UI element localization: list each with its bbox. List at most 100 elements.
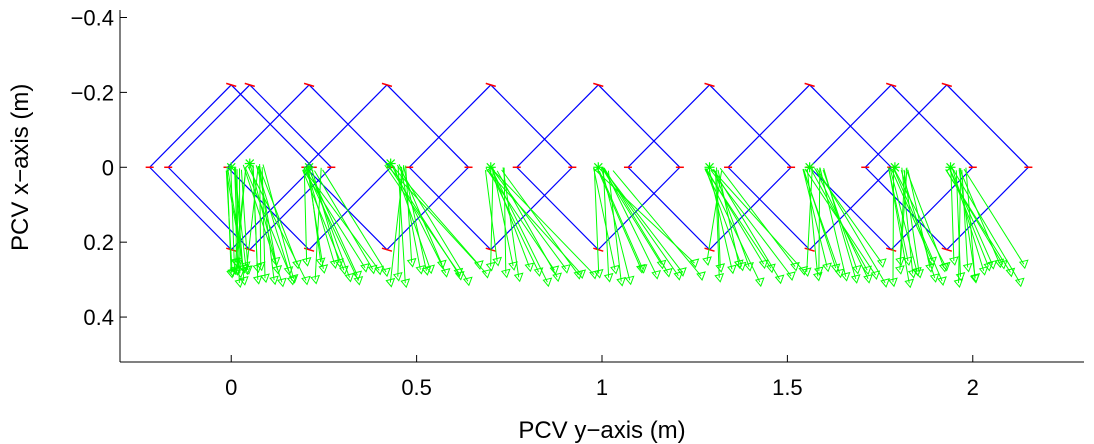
corner-marker: [485, 82, 496, 88]
trajectory-end-marker: [689, 258, 700, 269]
trajectory-line: [303, 167, 308, 262]
trajectory-end-marker: [904, 278, 915, 289]
trajectory-line: [501, 169, 579, 276]
trajectory-line: [255, 165, 293, 281]
trajectory-line: [952, 168, 1021, 283]
asterisk-stroke: [946, 162, 955, 172]
corner-marker: [381, 82, 393, 88]
trajectory-line: [894, 170, 947, 267]
asterisk-stroke: [245, 159, 255, 168]
asterisk-stroke: [805, 162, 815, 172]
x-axis-label: PCV y−axis (m): [518, 417, 685, 444]
trajectory-line: [302, 169, 345, 271]
trajectory-end-marker: [948, 256, 959, 266]
trajectory-start-marker: [485, 162, 496, 173]
trajectory-end-marker: [714, 273, 725, 283]
trajectory-end-marker: [834, 268, 845, 279]
trajectory-end-marker: [851, 264, 862, 275]
trajectory-line: [601, 168, 663, 265]
trajectory-end-marker: [888, 277, 898, 288]
trajectory-end-marker: [651, 269, 662, 280]
trajectory-line: [385, 163, 487, 275]
trajectory-line: [593, 167, 616, 270]
trajectory-end-marker: [1005, 267, 1016, 278]
trajectory-line: [951, 167, 985, 271]
trajectory-line: [949, 168, 993, 265]
trajectory-end-marker: [894, 265, 905, 275]
trajectory-end-marker: [286, 275, 297, 286]
corner-marker: [885, 247, 897, 252]
trajectory-end-marker: [252, 275, 263, 285]
trajectory-line: [889, 169, 918, 272]
trajectory-line: [484, 169, 498, 262]
trajectory-end-marker: [301, 257, 312, 267]
trajectory-end-marker: [492, 256, 502, 267]
trajectory-end-marker: [603, 272, 614, 283]
trajectory-line: [704, 168, 772, 269]
trajectory-end-marker: [381, 267, 391, 278]
trajectory-end-marker: [474, 260, 484, 270]
trajectory-line: [225, 170, 244, 269]
y-tick-label: −0.2: [71, 80, 114, 105]
trajectory-end-marker: [241, 265, 252, 276]
trajectory-end-marker: [812, 271, 823, 282]
trajectory-end-marker: [269, 275, 279, 286]
trajectory-end-marker: [903, 256, 913, 267]
trajectory-end-marker: [798, 265, 809, 276]
x-tick-label: 1: [596, 375, 608, 400]
corner-marker: [593, 247, 604, 252]
trajectory-end-marker: [235, 268, 245, 279]
corner-marker: [303, 82, 315, 88]
trajectory-line: [391, 164, 480, 266]
trajectory-line: [819, 167, 847, 277]
trajectory-line: [607, 170, 622, 282]
asterisk-stroke: [593, 162, 603, 172]
corner-marker: [593, 82, 604, 88]
trajectory-end-marker: [1018, 259, 1029, 270]
trajectory-line: [234, 167, 247, 266]
trajectory-line: [816, 167, 886, 284]
trajectory-end-marker: [425, 264, 436, 275]
x-tick-label: 0.5: [401, 375, 432, 400]
trajectory-end-marker: [610, 264, 620, 275]
trajectory-end-marker: [329, 259, 340, 269]
trajectory-end-marker: [542, 277, 553, 288]
trajectory-start-marker: [945, 162, 956, 173]
trajectory-line: [958, 168, 962, 284]
trajectory-line: [258, 165, 298, 265]
trajectory-end-marker: [385, 277, 396, 288]
trajectory-end-marker: [533, 267, 544, 277]
asterisk-stroke: [705, 162, 714, 172]
trajectory-end-marker: [870, 270, 881, 281]
trajectory-end-marker: [315, 257, 326, 268]
x-tick-label: 0: [225, 375, 237, 400]
trajectory-end-marker: [786, 271, 796, 281]
trajectory-end-marker: [406, 257, 417, 268]
trajectory-line: [491, 167, 530, 268]
trajectory-line: [901, 167, 914, 274]
trajectory-end-marker: [1014, 277, 1025, 288]
corner-marker: [941, 247, 953, 252]
trajectory-line: [230, 170, 236, 271]
trajectory-line: [247, 166, 307, 281]
trajectory-start-marker: [304, 162, 315, 173]
trajectory-line: [593, 168, 600, 274]
y-tick-label: 0: [102, 155, 114, 180]
trajectory-end-marker: [876, 258, 887, 268]
trajectory-end-marker: [400, 278, 411, 289]
trajectory-line: [892, 167, 943, 282]
trajectory-end-marker: [862, 265, 872, 276]
corner-marker: [941, 82, 953, 88]
trajectory-line: [704, 168, 761, 283]
trajectory-line: [802, 170, 841, 274]
trajectory-line: [388, 166, 461, 276]
trajectory-line: [888, 167, 910, 284]
trajectory-line: [390, 163, 447, 273]
corner-marker: [804, 247, 815, 252]
trajectory-start-marker: [244, 158, 255, 169]
trajectory-end-marker: [576, 269, 587, 280]
trajectory-line: [488, 169, 540, 273]
trajectory-end-marker: [301, 275, 311, 286]
trajectory-end-marker: [801, 267, 812, 278]
